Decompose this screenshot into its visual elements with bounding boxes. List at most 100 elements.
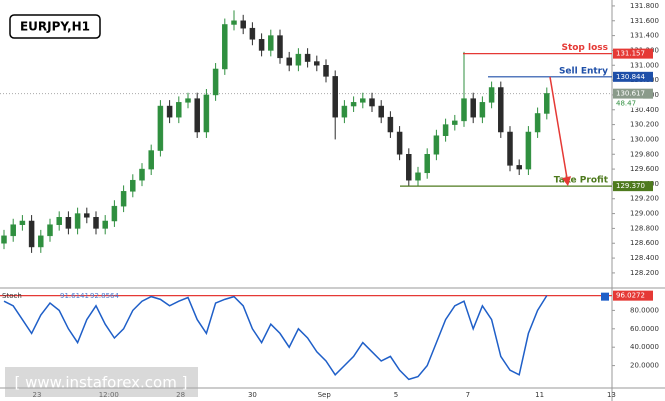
candle-body <box>231 20 237 25</box>
candle-body <box>28 220 35 248</box>
y-tick-label: 130.000 <box>630 135 659 143</box>
level-value-label: 130.844 <box>616 73 645 81</box>
candle-body <box>130 179 136 192</box>
y-tick-label: 131.400 <box>630 32 659 40</box>
x-tick-label: 28 <box>176 391 185 399</box>
y-tick-label: 131.600 <box>630 17 659 25</box>
candle-body <box>488 87 495 103</box>
candle-body <box>19 220 26 225</box>
y-tick-label: 128.200 <box>630 269 659 277</box>
candle-body <box>507 131 513 166</box>
candle-body <box>139 168 145 181</box>
candle-body <box>369 98 375 107</box>
candle-body <box>1 235 7 244</box>
candle-body <box>525 131 532 170</box>
current-price-label: 130.617 <box>616 90 645 98</box>
timer-label: 48.47 <box>616 100 636 108</box>
candle-body <box>433 135 440 155</box>
candle-body <box>185 98 191 103</box>
x-tick-label: 23 <box>33 391 42 399</box>
title-box <box>9 14 101 39</box>
candle-body <box>38 235 44 248</box>
candle-body <box>323 65 329 77</box>
y-tick-label: 60.0000 <box>630 325 659 333</box>
candle-body <box>442 124 449 136</box>
candle-body <box>84 213 90 218</box>
watermark: [ www.instaforex.com ] <box>15 374 188 392</box>
x-tick-label: 7 <box>466 391 470 399</box>
candle-body <box>360 98 366 103</box>
y-tick-label: 130.400 <box>630 106 659 114</box>
candle-body <box>452 120 458 125</box>
x-tick-label: 13 <box>607 391 616 399</box>
level-name: Take Profit <box>554 176 609 186</box>
y-tick-label: 129.800 <box>630 150 659 158</box>
legend-value: 92.8564 <box>90 292 119 300</box>
y-tick-label: 80.0000 <box>630 306 659 314</box>
candle-body <box>74 213 81 229</box>
y-tick-label: 128.400 <box>630 254 659 262</box>
candle-body <box>111 205 118 222</box>
timer-box <box>613 98 643 108</box>
candle-body <box>47 224 53 237</box>
candle-body <box>534 113 541 133</box>
chart-title: EURJPY,H1 <box>20 20 90 34</box>
candle-body <box>148 150 154 170</box>
candle-body <box>203 94 210 133</box>
level-value-label: 129.370 <box>616 182 645 190</box>
candle-body <box>341 105 348 118</box>
price-label-box <box>613 71 653 82</box>
level-name: Sell Entry <box>559 66 608 76</box>
x-tick-label: Sep <box>318 391 332 399</box>
candle-body <box>157 105 164 151</box>
candle-body <box>93 217 99 229</box>
candle-body <box>396 131 403 155</box>
candle-body <box>304 53 311 62</box>
legend-value: 91.6141 <box>60 292 89 300</box>
legend-name: Stoch <box>2 292 22 300</box>
candle-body <box>277 35 283 59</box>
candle-body <box>516 165 522 170</box>
candle-body <box>166 105 173 118</box>
y-tick-label: 129.600 <box>630 165 659 173</box>
candle-body <box>314 61 320 66</box>
candle-body <box>268 35 274 51</box>
marker <box>601 292 609 301</box>
stoch-line <box>3 295 548 381</box>
level-name: Stop loss <box>561 43 608 53</box>
x-tick-label: 30 <box>248 391 257 399</box>
candle-body <box>387 116 394 133</box>
candle-body <box>424 154 430 174</box>
arrow <box>549 76 569 185</box>
candle-body <box>102 220 108 229</box>
candle-body <box>470 98 476 118</box>
candle-body <box>415 172 421 181</box>
arrow-head <box>562 176 571 187</box>
candle-body <box>258 39 265 51</box>
y-tick-label: 128.600 <box>630 239 659 247</box>
candle-body <box>65 217 72 229</box>
price-label-box <box>613 290 653 301</box>
x-tick-label: 5 <box>394 391 398 399</box>
x-tick-label: 12:00 <box>99 391 119 399</box>
y-tick-label: 129.200 <box>630 195 659 203</box>
candle-body <box>461 98 467 122</box>
candle-body <box>120 191 127 207</box>
watermark-box <box>5 367 198 397</box>
level-value-label: 131.157 <box>616 50 645 58</box>
candle-body <box>332 76 338 118</box>
candle-body <box>194 98 200 133</box>
candle-body <box>222 24 228 70</box>
candle-body <box>295 53 302 66</box>
candle-body <box>286 57 292 66</box>
price-label-box <box>613 48 653 59</box>
candle-body <box>176 102 182 118</box>
y-tick-label: 131.800 <box>630 2 659 10</box>
current-value-label: 96.0272 <box>616 292 645 300</box>
y-tick-label: 128.800 <box>630 224 659 232</box>
candle-body <box>406 154 412 181</box>
y-tick-label: 20.0000 <box>630 362 659 370</box>
candle-body <box>249 27 256 40</box>
